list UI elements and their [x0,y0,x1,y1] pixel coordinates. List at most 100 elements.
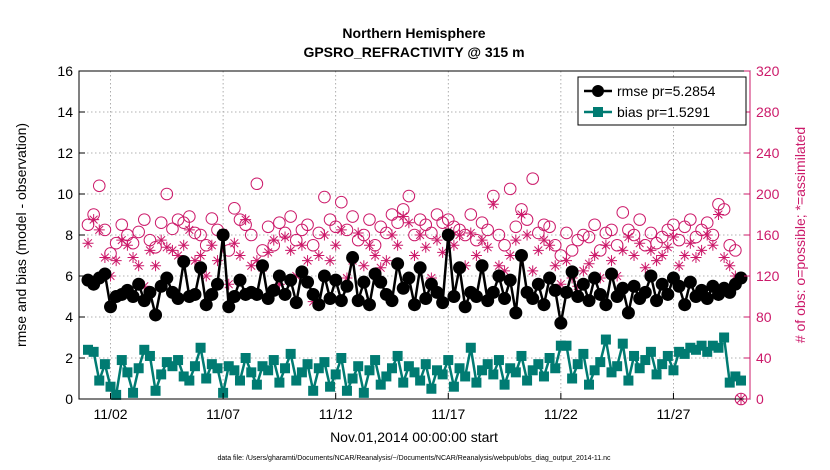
bias-marker [257,361,268,372]
obs-possible-marker [205,212,219,225]
rmse-marker [126,290,140,303]
obs-assimilated-marker [93,224,105,236]
bias-marker [150,385,161,396]
rmse-marker [661,287,675,301]
rmse-marker [526,292,540,306]
bias-marker [589,365,600,376]
bias-marker [133,363,144,374]
rmse-marker [408,298,421,312]
rmse-marker [458,300,472,314]
obs-possible-marker [132,225,145,239]
bias-marker [696,340,707,351]
rmse-marker [132,277,146,291]
chart-subtitle: GPSRO_REFRACTIVITY @ 315 m [303,44,524,60]
rmse-marker [509,306,523,320]
obs-assimilated-marker [127,252,139,264]
rmse-marker [98,267,112,281]
obs-possible-marker [700,216,714,229]
obs-assimilated-marker [437,246,449,258]
rmse-marker [306,287,320,301]
obs-assimilated-marker [318,229,330,241]
rmse-marker [588,271,602,285]
obs-assimilated-marker [200,270,212,282]
y-tick-label: 6 [65,268,73,284]
bias-marker [336,353,347,363]
y2-tick-label: 40 [756,350,772,366]
rmse-marker [256,259,270,273]
y-tick-label: 14 [57,104,73,120]
obs-assimilated-marker [161,241,173,253]
bias-marker [505,363,516,374]
obs-possible-marker [346,210,359,223]
obs-assimilated-marker [358,260,370,272]
obs-assimilated-marker [397,211,409,223]
obs-assimilated-marker [448,239,460,251]
y-tick-label: 2 [65,350,73,366]
rmse-marker [492,269,506,283]
x-tick-label: 11/12 [319,406,353,422]
bias-marker [319,357,330,368]
bias-marker [161,357,172,368]
bias-marker [223,361,234,372]
rmse-marker [453,261,467,275]
obs-possible-marker [335,195,348,209]
rmse-marker [655,277,669,291]
bias-marker [325,381,336,392]
bias-marker [640,355,651,366]
y-axis-label: rmse and bias (model - observation) [13,123,29,347]
bias-marker [437,369,448,380]
bias-marker [111,389,122,400]
bias-marker [206,359,217,370]
bias-marker [195,342,206,353]
obs-possible-marker [250,177,264,191]
obs-possible-marker [284,210,297,223]
bias-marker [668,365,679,376]
bias-marker [595,357,606,368]
obs-possible-marker [143,233,157,247]
bias-marker [364,365,375,376]
obs-assimilated-marker [510,234,522,246]
obs-assimilated-marker [476,234,488,246]
bias-marker [144,350,155,361]
bias-marker [358,387,369,398]
legend-rmse-marker [592,85,604,97]
rmse-marker [576,277,590,291]
bias-marker [302,359,313,370]
obs-assimilated-marker [606,255,618,267]
x-tick-label: 11/17 [431,406,465,422]
legend-bias-label: bias pr=1.5291 [617,104,710,120]
obs-assimilated-marker [206,239,218,251]
obs-possible-marker [318,190,331,204]
x-tick-label: 11/27 [656,406,690,422]
obs-possible-marker [228,202,241,215]
bias-marker [460,371,471,382]
bias-marker [730,371,741,382]
obs-assimilated-marker [420,241,432,253]
obs-possible-marker [183,210,196,223]
obs-assimilated-marker [88,214,100,226]
rmse-marker [514,249,528,262]
obs-assimilated-marker [712,209,724,220]
y-tick-label: 12 [57,145,73,161]
rmse-marker [143,285,157,299]
obs-assimilated-marker [155,234,167,246]
bias-marker [251,379,262,390]
bias-marker [139,344,150,355]
rmse-marker [385,294,399,308]
bias-marker [499,379,510,390]
obs-possible-marker [588,218,601,232]
obs-assimilated-marker [617,244,629,256]
bias-marker [83,344,94,355]
obs-assimilated-marker [707,239,719,251]
bias-marker [184,375,195,386]
rmse-marker [486,285,500,299]
rmse-marker [222,300,236,314]
x-tick-label: 11/02 [94,406,128,422]
obs-assimilated-marker [701,229,713,241]
obs-assimilated-marker [679,250,691,261]
obs-possible-marker [616,206,630,219]
rmse-marker [413,261,427,275]
rmse-marker [582,294,596,308]
bias-marker [353,361,364,372]
bias-marker [550,363,561,374]
